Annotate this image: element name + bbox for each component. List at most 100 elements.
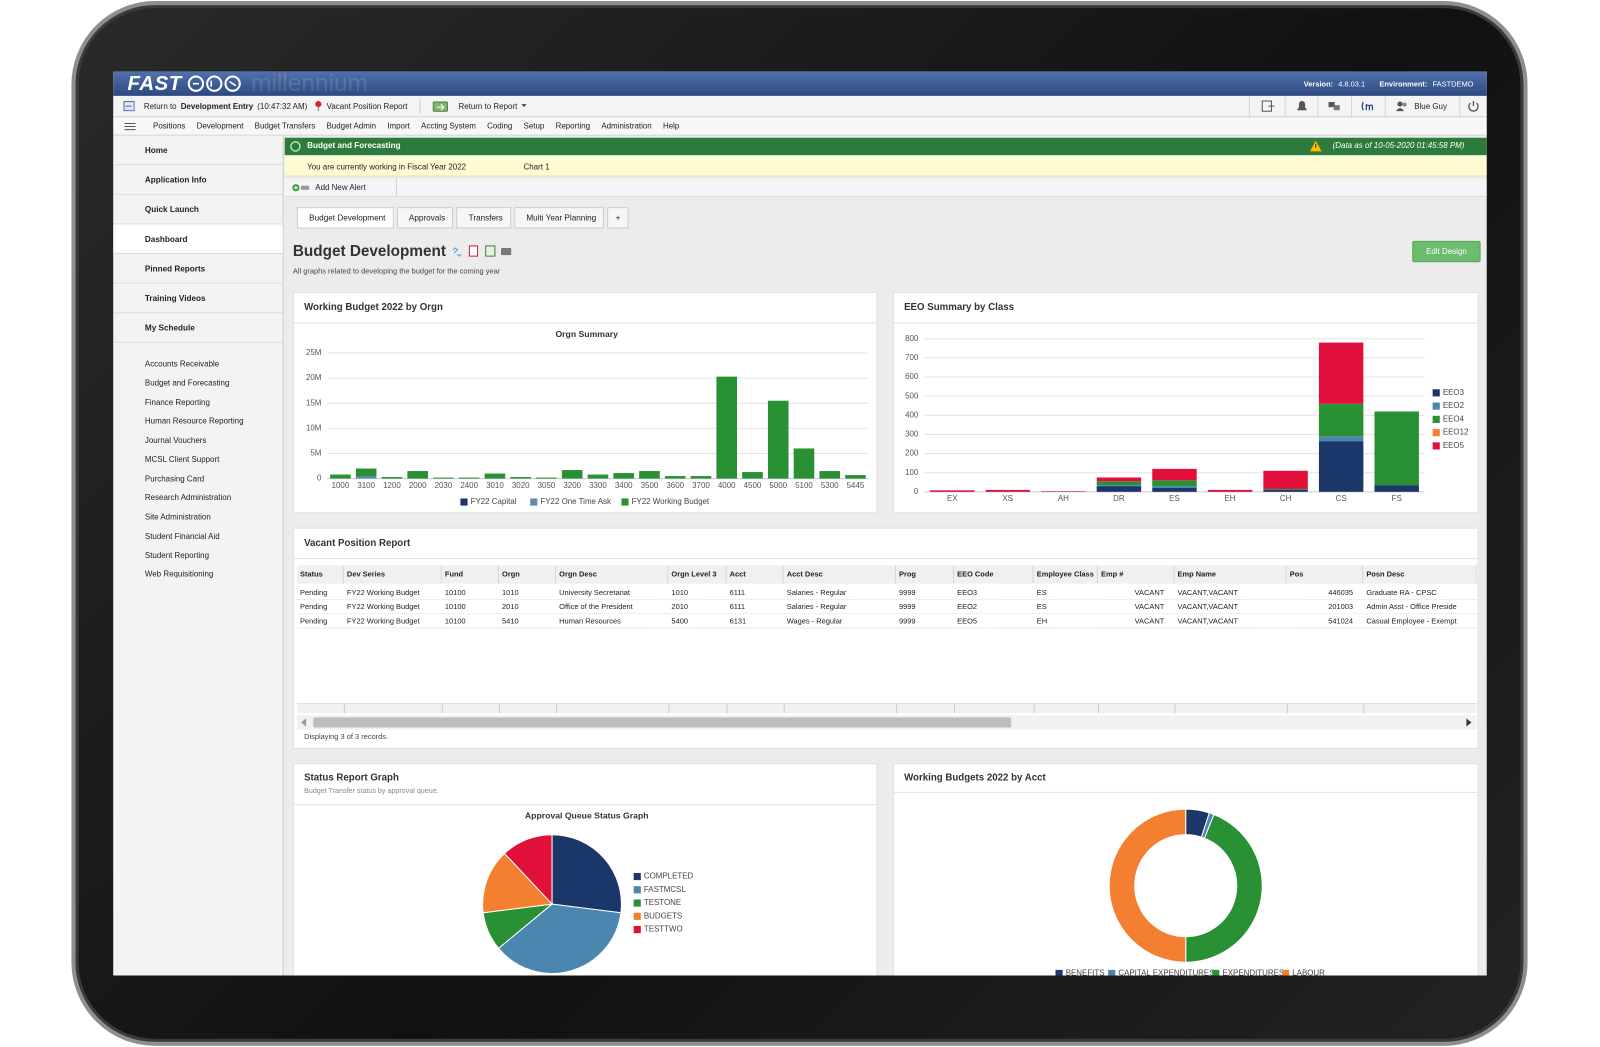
bar-segment[interactable] [1318, 403, 1364, 437]
column-header[interactable]: Status [296, 565, 344, 584]
bar-segment[interactable] [458, 477, 480, 479]
bar-segment[interactable] [613, 473, 635, 479]
sidebar-link[interactable]: Accounts Receivable [113, 354, 282, 372]
tab[interactable]: Multi Year Planning [514, 207, 605, 229]
column-header[interactable]: Orgn Level 3 [668, 565, 727, 584]
hamburger[interactable] [124, 122, 136, 131]
return-link[interactable]: Return to [143, 101, 177, 111]
bar-segment[interactable] [1096, 481, 1142, 486]
bar-segment[interactable] [381, 477, 403, 479]
logout-button[interactable] [1459, 95, 1487, 117]
sidebar-link[interactable]: Finance Reporting [113, 392, 282, 410]
horizontal-scrollbar[interactable] [296, 715, 1477, 730]
menu-item[interactable]: Development [196, 121, 244, 131]
bar-segment[interactable] [587, 474, 609, 479]
legend-label[interactable]: EEO2 [1443, 401, 1465, 410]
legend-label[interactable]: BUDGETS [644, 911, 682, 920]
menu-item[interactable]: Accting System [421, 121, 476, 131]
sidebar-item[interactable]: Dashboard [113, 224, 283, 255]
sidebar-link[interactable]: Research Administration [113, 488, 282, 506]
donut-slice[interactable] [1185, 813, 1263, 963]
bar-segment[interactable] [1318, 436, 1364, 442]
dropdown-caret[interactable] [521, 103, 527, 109]
column-header[interactable]: Fund [441, 565, 499, 584]
column-header[interactable]: Posn Desc [1363, 565, 1477, 584]
menu-item[interactable]: Import [387, 121, 410, 131]
donut-slice[interactable] [1108, 808, 1187, 963]
legend-label[interactable]: FY22 One Time Ask [540, 497, 611, 506]
bar-segment[interactable] [1041, 491, 1086, 492]
edit-design-button[interactable]: Edit Design [1412, 240, 1481, 263]
bar-segment[interactable] [1374, 411, 1419, 486]
bar-segment[interactable] [845, 475, 866, 479]
legend-label[interactable]: COMPLETED [644, 872, 694, 881]
column-header[interactable]: Acct [726, 565, 784, 584]
pinned-report[interactable]: Vacant Position Report [326, 101, 408, 111]
menu-item[interactable]: Budget Admin [326, 121, 377, 131]
legend-label[interactable]: EEO3 [1443, 388, 1465, 397]
column-header[interactable]: Pos [1286, 565, 1364, 584]
bar-segment[interactable] [330, 474, 351, 479]
sidebar-item[interactable]: Home [113, 136, 283, 166]
tab[interactable]: Approvals [396, 207, 454, 229]
bar-segment[interactable] [793, 448, 815, 479]
legend-label[interactable]: FY22 Capital [471, 497, 517, 506]
bar-segment[interactable] [1318, 441, 1364, 492]
sidebar-link[interactable]: Web Requisitioning [113, 565, 282, 583]
menu-item[interactable]: Budget Transfers [254, 121, 316, 131]
bar-segment[interactable] [1207, 489, 1253, 492]
sidebar-link[interactable]: Site Administration [113, 507, 282, 525]
bar-segment[interactable] [407, 471, 428, 479]
legend-label[interactable]: FY22 Working Budget [632, 497, 710, 506]
bar-segment[interactable] [561, 470, 583, 479]
scroll-left[interactable] [301, 718, 307, 727]
bar-segment[interactable] [433, 477, 454, 479]
notice-chart[interactable]: Chart 1 [523, 162, 550, 172]
legend-label[interactable]: EXPENDITURES [1222, 969, 1284, 976]
menu-item[interactable]: Setup [523, 121, 545, 131]
column-header[interactable]: Dev Series [343, 565, 442, 584]
pie-slice[interactable] [551, 834, 622, 914]
bar-segment[interactable] [536, 477, 557, 479]
sidebar-item[interactable]: Pinned Reports [113, 254, 283, 284]
pie-slice[interactable] [497, 903, 622, 974]
legend-label[interactable]: LABOUR [1292, 969, 1325, 976]
export-button[interactable] [1248, 95, 1285, 117]
menu-item[interactable]: Coding [487, 121, 513, 131]
bar-segment[interactable] [1263, 489, 1308, 492]
bar-segment[interactable] [1152, 486, 1197, 489]
menu-item[interactable]: Administration [601, 121, 652, 131]
legend-label[interactable]: TESTONE [644, 898, 681, 907]
legend-label[interactable]: BENEFITS [1066, 969, 1105, 976]
tab[interactable]: Budget Development [296, 207, 394, 229]
menu-item[interactable]: Help [662, 121, 680, 131]
menu-item[interactable]: Positions [153, 121, 186, 131]
bar-segment[interactable] [1263, 488, 1308, 490]
bar-segment[interactable] [716, 376, 738, 479]
scroll-thumb[interactable] [313, 717, 1012, 728]
return-to-report[interactable]: Return to Report [458, 101, 518, 111]
column-header[interactable]: Orgn Desc [556, 565, 669, 584]
legend-label[interactable]: EEO4 [1443, 414, 1465, 423]
bar-segment[interactable] [930, 490, 975, 492]
column-header[interactable]: Prog [895, 565, 955, 584]
column-header[interactable]: Acct Desc [783, 565, 896, 584]
notifications-button[interactable] [1284, 95, 1318, 117]
sidebar-item[interactable]: Training Videos [113, 284, 283, 314]
bar-segment[interactable] [742, 472, 763, 479]
bar-segment[interactable] [690, 476, 712, 479]
column-header[interactable]: EEO Code [954, 565, 1034, 584]
sidebar-item[interactable]: Application Info [113, 165, 283, 195]
column-header[interactable]: Orgn [498, 565, 557, 584]
column-header[interactable]: Emp # [1097, 565, 1175, 584]
sidebar-link[interactable]: Purchasing Card [113, 469, 282, 487]
return-target[interactable]: Development Entry [180, 101, 254, 111]
bar-segment[interactable] [639, 471, 660, 479]
bar-segment[interactable] [1152, 480, 1197, 487]
legend-label[interactable]: EEO5 [1443, 441, 1465, 450]
sidebar-link[interactable]: Student Financial Aid [113, 526, 282, 544]
bar-segment[interactable] [1318, 342, 1364, 404]
sidebar-link[interactable]: MCSL Client Support [113, 450, 282, 468]
bar-segment[interactable] [355, 476, 377, 479]
bar-segment[interactable] [767, 400, 789, 479]
